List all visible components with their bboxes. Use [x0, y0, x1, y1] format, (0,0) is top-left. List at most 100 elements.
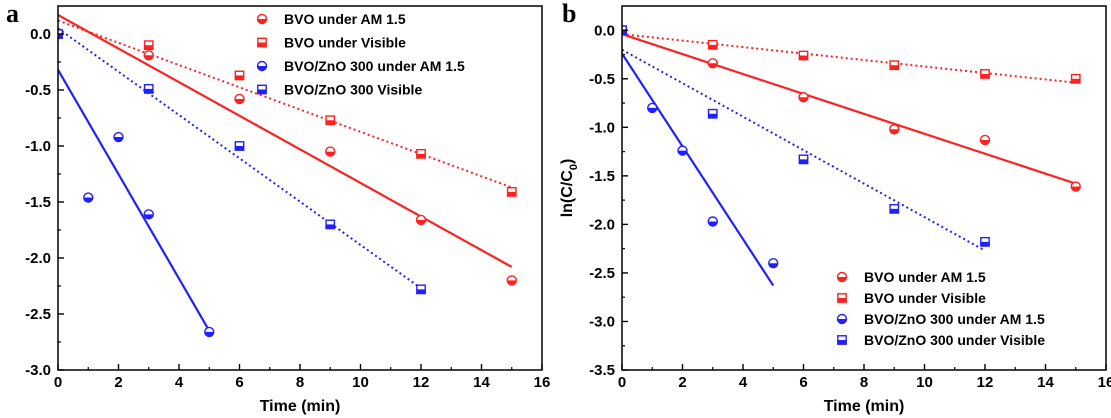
data-point: [113, 131, 124, 143]
y-ticks-b: 0.0 -0.5 -1.0 -1.5 -2.0 -2.5 -3.0 -3.5: [589, 22, 628, 379]
x-tick-label: 14: [1037, 374, 1054, 391]
data-point: [143, 209, 154, 220]
legend-item: BVO/ZnO 300 under AM 1.5: [836, 311, 1045, 327]
y-tick-label: -3.0: [25, 362, 51, 379]
legend-label: BVO/ZnO 300 under AM 1.5: [864, 311, 1045, 327]
y-tick-label: -2.5: [25, 306, 51, 323]
x-tick-label: 10: [352, 374, 369, 391]
legend-label: BVO/ZnO 300 under Visible: [864, 332, 1045, 348]
legend-label: BVO/ZnO 300 Visible: [284, 82, 422, 98]
data-point: [143, 40, 154, 51]
legend-item: BVO under AM 1.5: [836, 269, 986, 285]
legend-a: BVO under AM 1.5 BVO under Visible BVO/ZnO…: [256, 11, 465, 98]
plot-area-b: [622, 25, 1081, 287]
y-tick-label: -3.5: [589, 362, 615, 379]
data-point: [83, 192, 94, 203]
data-point: [707, 216, 718, 227]
legend-label: BVO/ZnO 300 under AM 1.5: [284, 58, 465, 74]
y-tick-label: -2.5: [589, 265, 615, 282]
data-point: [980, 69, 990, 79]
data-point: [143, 50, 154, 61]
y-tick-label: -1.5: [25, 194, 51, 211]
fit-line: [58, 19, 513, 189]
data-point: [1070, 181, 1081, 192]
legend-marker: [837, 293, 847, 303]
data-point: [889, 60, 900, 71]
data-point: [1070, 73, 1081, 84]
legend-b: BVO under AM 1.5 BVO under Visible BVO/ZnO…: [836, 269, 1045, 348]
x-tick-label: 6: [235, 374, 243, 391]
panel-label-a: a: [6, 0, 19, 28]
data-point: [980, 236, 990, 247]
data-point: [647, 102, 658, 114]
x-tick-label: 4: [739, 374, 748, 391]
x-tick-label: 14: [473, 374, 490, 391]
data-point: [506, 275, 517, 286]
y-tick-label: -1.5: [589, 168, 615, 185]
data-point: [506, 187, 517, 197]
data-point: [143, 83, 154, 94]
legend-marker: [836, 313, 848, 325]
legend-marker: [257, 84, 267, 95]
y-tick-label: -2.0: [25, 250, 51, 267]
data-point: [415, 214, 427, 226]
data-point: [325, 146, 336, 157]
x-tick-label: 0: [618, 374, 626, 391]
x-tick-label: 0: [54, 374, 62, 391]
x-axis-title-a: Time (min): [260, 398, 341, 415]
x-tick-label: 10: [916, 374, 933, 391]
y-tick-label: 0.0: [594, 22, 615, 39]
x-tick-label: 2: [678, 374, 686, 391]
panel-label-b: b: [562, 0, 576, 28]
data-point: [234, 70, 245, 81]
x-tick-label: 12: [977, 374, 994, 391]
fit-line: [622, 48, 986, 252]
x-tick-label: 8: [860, 374, 868, 391]
y-tick-label: -0.5: [25, 82, 51, 99]
data-point: [768, 258, 779, 269]
data-point: [325, 115, 336, 126]
fit-line: [58, 69, 211, 332]
x-ticks-a: 0 2 4 6 8 10 12 14 16: [54, 364, 551, 391]
fit-lines-a: [58, 13, 513, 332]
y-tick-label: -3.0: [589, 313, 615, 330]
data-point: [889, 203, 900, 214]
x-tick-label: 16: [534, 374, 551, 391]
data-point: [707, 39, 718, 50]
data-point: [798, 50, 809, 61]
legend-marker: [257, 37, 267, 48]
legend-label: BVO under Visible: [284, 35, 406, 51]
x-tick-label: 8: [296, 374, 304, 391]
legend-label: BVO under Visible: [864, 290, 986, 306]
x-tick-label: 12: [413, 374, 430, 391]
data-point: [204, 326, 215, 338]
legend-item: BVO under AM 1.5: [256, 11, 406, 27]
y-tick-label: 0.0: [30, 26, 51, 43]
legend-marker: [256, 60, 268, 72]
data-point: [677, 145, 688, 156]
legend-item: BVO/ZnO 300 under AM 1.5: [256, 58, 465, 74]
y-axis-title-b: ln(C/C0): [559, 159, 580, 218]
legend-label: BVO under AM 1.5: [864, 269, 986, 285]
legend-marker: [837, 335, 847, 345]
fit-lines-b: [622, 33, 1077, 287]
x-axis-title-b: Time (min): [824, 398, 905, 415]
legend-marker: [256, 13, 268, 25]
y-tick-label: -2.0: [589, 216, 615, 233]
y-tick-label: -1.0: [589, 119, 615, 136]
legend-marker: [836, 271, 848, 283]
data-points-b: [622, 25, 1081, 269]
fit-line: [622, 33, 1077, 185]
data-point: [798, 92, 809, 103]
data-point: [798, 154, 809, 165]
y-tick-label: -0.5: [589, 71, 615, 88]
legend-item: BVO/ZnO 300 Visible: [257, 82, 422, 98]
data-point: [707, 58, 718, 69]
x-tick-label: 16: [1098, 374, 1111, 391]
fit-line: [58, 13, 513, 268]
chart-panel-a: a 0 2 4 6 8 10 12 14 16 0.0 -0.5 -1.0 -1.5 -2.0 -2.5 -…: [6, 0, 550, 415]
data-point: [416, 148, 426, 159]
y-tick-label: -1.0: [25, 138, 51, 155]
data-point: [707, 108, 718, 119]
x-tick-label: 2: [114, 374, 122, 391]
